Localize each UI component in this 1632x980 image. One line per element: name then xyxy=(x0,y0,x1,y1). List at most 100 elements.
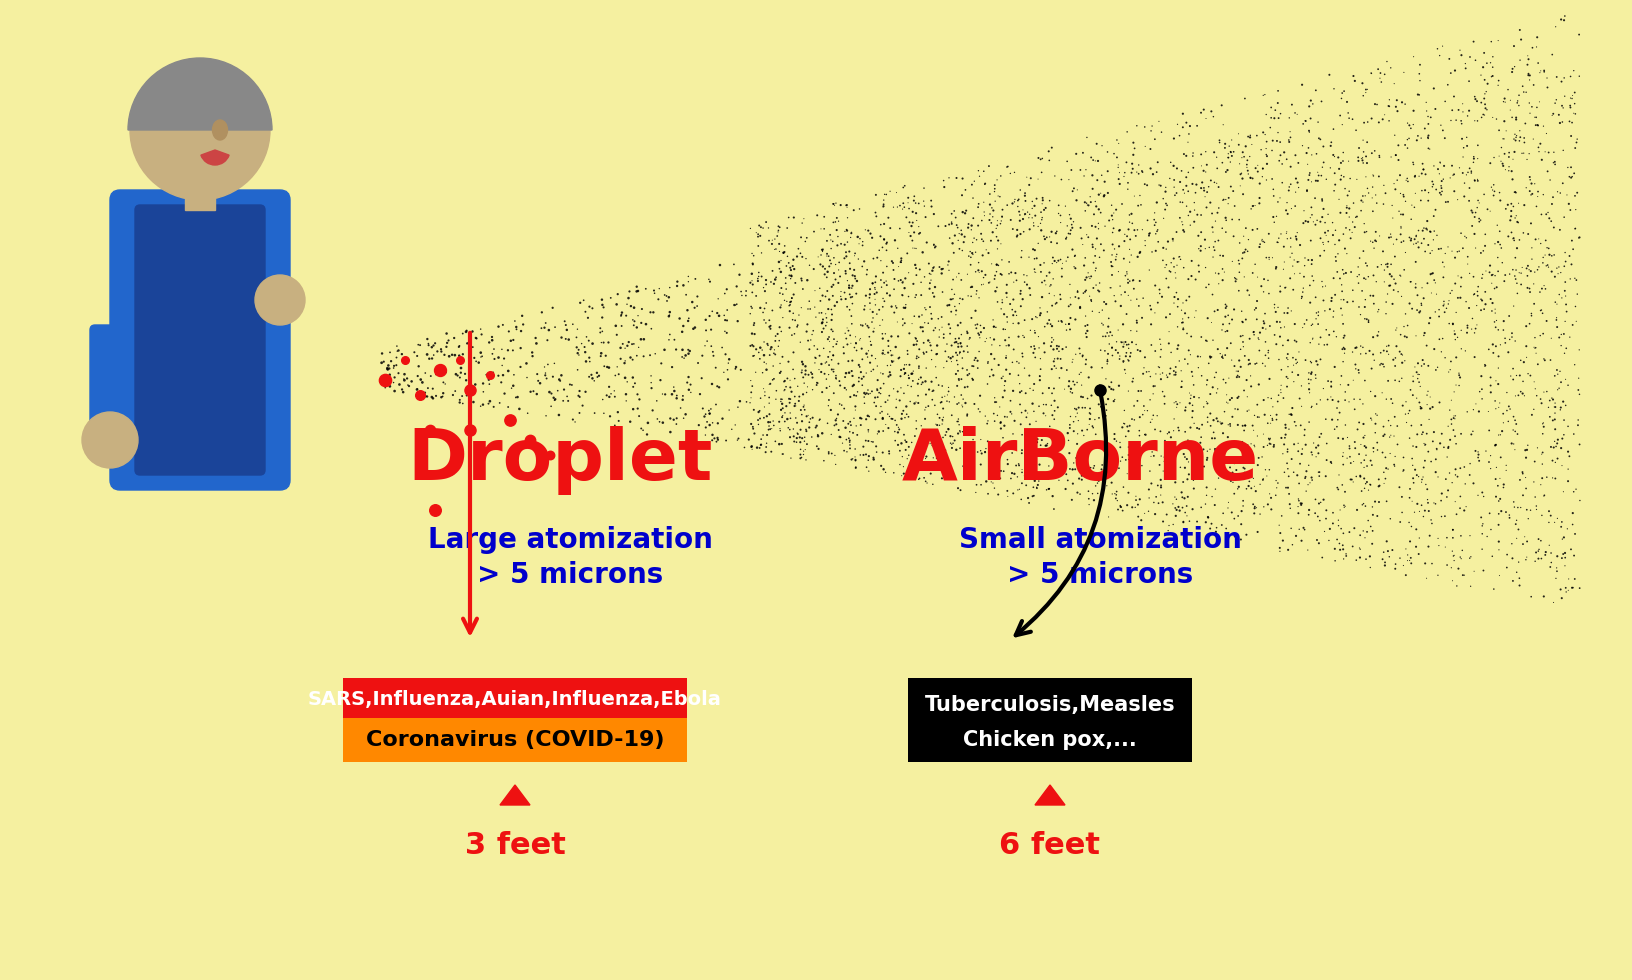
Point xyxy=(1162,265,1188,280)
Point xyxy=(1374,286,1400,302)
Point xyxy=(1498,551,1524,566)
Point xyxy=(1425,331,1451,347)
Point xyxy=(1087,205,1113,220)
Point xyxy=(943,357,969,372)
Point xyxy=(1010,313,1036,328)
Point xyxy=(1389,347,1415,363)
Point xyxy=(1010,274,1036,290)
Point xyxy=(901,337,927,353)
Point xyxy=(1435,316,1461,331)
Point xyxy=(747,220,774,235)
Point xyxy=(1532,125,1559,141)
Point xyxy=(1340,520,1366,536)
Point xyxy=(850,389,876,405)
Point xyxy=(1169,311,1195,326)
Point xyxy=(674,374,700,390)
Point xyxy=(818,426,844,442)
Point xyxy=(1376,429,1402,445)
Point xyxy=(1164,502,1190,517)
Point xyxy=(871,416,898,432)
Point xyxy=(1226,178,1252,194)
Point xyxy=(842,453,868,468)
Point xyxy=(375,361,401,376)
Point xyxy=(857,355,883,370)
Point xyxy=(1141,507,1167,522)
Point xyxy=(1240,439,1266,455)
Point xyxy=(1265,194,1291,210)
Point xyxy=(744,440,770,456)
Point xyxy=(1503,127,1529,143)
Point xyxy=(1510,355,1536,370)
Point xyxy=(1224,466,1250,482)
Point xyxy=(942,432,968,448)
Point xyxy=(746,440,772,456)
Point xyxy=(806,293,832,309)
Point xyxy=(1475,506,1501,521)
Point xyxy=(1369,552,1395,567)
Point xyxy=(1302,311,1328,326)
Point xyxy=(765,236,792,252)
Point xyxy=(1428,486,1454,502)
Point xyxy=(792,367,818,382)
Point xyxy=(898,465,924,480)
Point xyxy=(1124,438,1151,454)
Point xyxy=(1338,282,1364,298)
Point xyxy=(1296,166,1322,181)
Point xyxy=(778,258,805,273)
Point xyxy=(1452,404,1479,419)
Point xyxy=(1524,144,1550,160)
Point xyxy=(942,335,968,351)
Point xyxy=(1018,201,1044,217)
Point xyxy=(1224,481,1250,497)
Point xyxy=(684,355,710,370)
Point xyxy=(620,300,646,316)
Point xyxy=(1224,402,1250,417)
Point xyxy=(836,424,862,440)
Point xyxy=(816,227,842,243)
Point xyxy=(1165,503,1191,518)
Point xyxy=(989,202,1015,218)
Point xyxy=(1320,323,1346,339)
Point xyxy=(1294,214,1320,229)
Point xyxy=(1116,273,1142,289)
Point xyxy=(1350,144,1376,160)
Point xyxy=(1222,273,1248,289)
Point xyxy=(1252,462,1278,477)
Point xyxy=(1007,207,1033,222)
Point xyxy=(1475,265,1501,280)
Point xyxy=(775,391,801,407)
Point xyxy=(467,321,493,337)
Point xyxy=(432,376,459,392)
Point xyxy=(901,188,927,204)
Point xyxy=(823,371,849,387)
Point xyxy=(1188,465,1214,480)
Point xyxy=(1149,289,1175,305)
Point xyxy=(1343,468,1369,484)
Point xyxy=(1175,183,1201,199)
Point xyxy=(909,323,935,339)
Point xyxy=(1281,332,1307,348)
Point xyxy=(840,202,867,218)
Point xyxy=(1554,444,1580,460)
Point xyxy=(1004,227,1030,243)
Point xyxy=(1319,309,1345,324)
Point xyxy=(1542,310,1568,325)
Point xyxy=(535,357,561,372)
Point xyxy=(1400,475,1426,491)
Point xyxy=(406,337,432,353)
Point xyxy=(790,211,816,226)
Point xyxy=(1299,331,1325,347)
Point xyxy=(1526,391,1552,407)
Point xyxy=(1562,134,1588,150)
Point xyxy=(1005,368,1031,383)
Point xyxy=(1258,411,1284,426)
Point xyxy=(736,306,762,321)
Point xyxy=(881,305,907,320)
Point xyxy=(1221,511,1247,526)
Point xyxy=(1350,88,1376,104)
Point xyxy=(700,344,726,360)
Point xyxy=(1369,357,1395,372)
Point xyxy=(963,320,989,336)
Point xyxy=(1240,302,1266,318)
Point xyxy=(1182,202,1208,218)
